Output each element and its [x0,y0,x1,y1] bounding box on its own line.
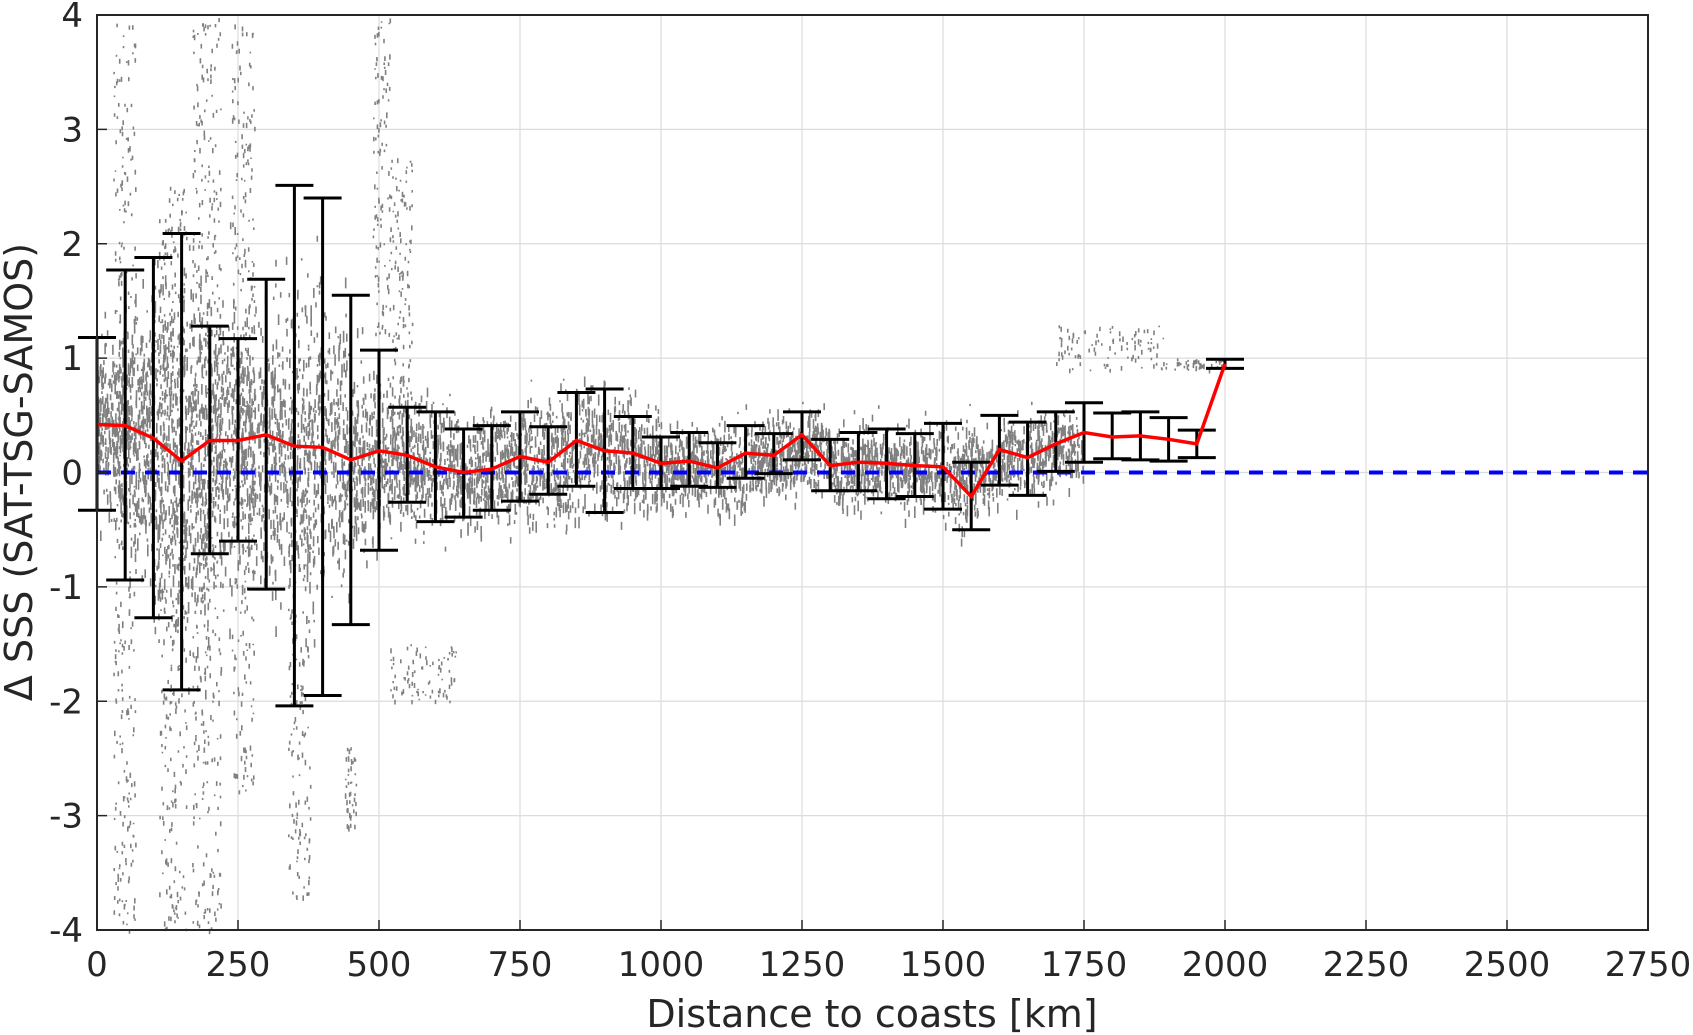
x-tick-label: 2750 [1605,945,1692,985]
y-tick-label: 3 [61,110,83,150]
x-tick-label: 1250 [759,945,846,985]
y-tick-label: 4 [61,0,83,36]
x-tick-label: 2000 [1182,945,1269,985]
error-bars [78,183,1244,708]
y-axis-label: Δ SSS (SAT-TSG-SAMOS) [0,243,41,701]
y-tick-label: -2 [49,682,83,722]
error-bar [698,441,737,489]
x-tick-label: 0 [86,945,108,985]
x-tick-label: 750 [488,945,553,985]
x-tick-label: 1750 [1041,945,1128,985]
y-axis-ticks: -4 -3 -2 -1 0 1 2 3 4 [49,0,107,951]
x-tick-label: 1500 [900,945,987,985]
x-tick-label: 250 [206,945,271,985]
x-tick-label: 1000 [618,945,705,985]
y-tick-label: 0 [61,454,83,494]
x-axis-ticks: 0 250 500 750 1000 1250 1500 1750 2000 2250 2500 27… [86,920,1691,985]
y-tick-label: -3 [49,797,83,837]
plot-area [78,14,1649,935]
y-tick-label: 2 [61,225,83,265]
y-tick-label: -1 [49,568,83,608]
y-tick-label: -4 [49,911,83,951]
error-bar [1036,410,1075,473]
x-tick-label: 2500 [1464,945,1551,985]
mean-line [96,363,1227,500]
x-tick-label: 500 [347,945,412,985]
x-axis-label: Distance to coasts [km] [646,992,1097,1035]
x-tick-label: 2250 [1323,945,1410,985]
y-tick-label: 1 [61,339,83,379]
